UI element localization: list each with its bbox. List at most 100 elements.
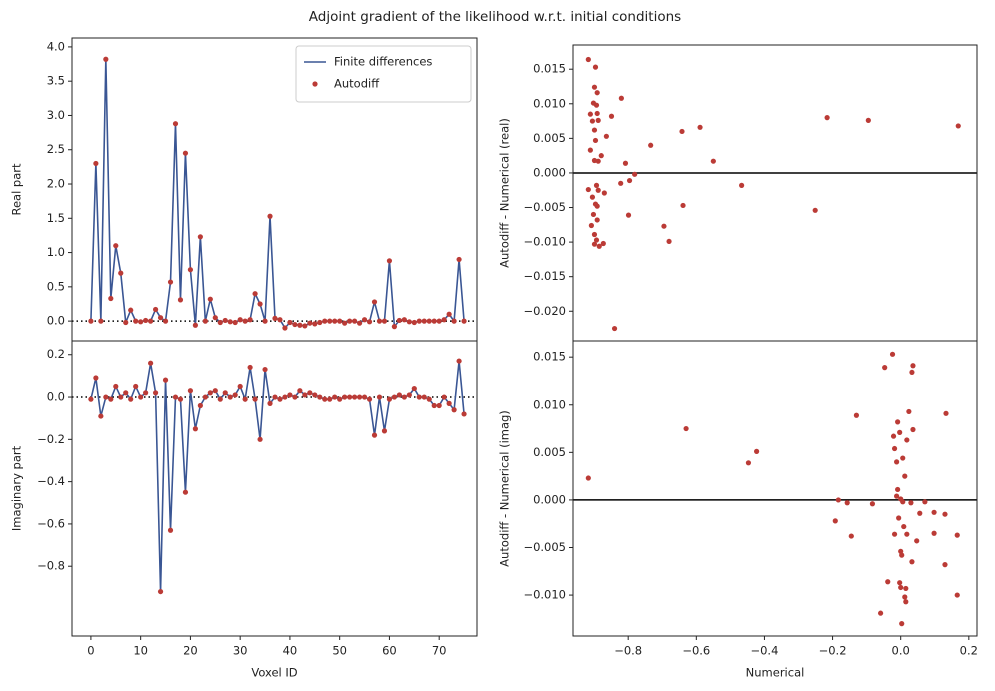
data-point (342, 320, 348, 326)
data-point (899, 621, 905, 627)
data-point (292, 394, 298, 400)
data-point (593, 102, 600, 108)
x-tick-label: −0.2 (819, 644, 847, 658)
data-point (585, 56, 591, 63)
y-tick-label: −0.8 (37, 559, 65, 573)
data-point (247, 317, 253, 323)
data-point (352, 318, 358, 324)
data-point (603, 133, 609, 139)
data-point (187, 267, 194, 273)
data-point (889, 351, 896, 357)
data-point (172, 121, 179, 127)
data-point (257, 436, 263, 442)
data-point (381, 318, 388, 324)
y-axis-label: Real part (10, 163, 24, 216)
data-point (591, 241, 598, 247)
data-point (143, 390, 149, 396)
data-point (272, 394, 278, 400)
y-tick-label: 1.5 (47, 211, 65, 225)
data-point (371, 432, 378, 438)
data-point (376, 318, 383, 324)
data-point (192, 426, 198, 432)
data-point (157, 315, 164, 321)
data-point (902, 594, 908, 600)
series-line (90, 361, 465, 592)
subplot: 0.015 0.010 0.005 0.000 −0.005 −0.010 −0.015 −0… (498, 44, 978, 342)
data-point (93, 375, 99, 381)
data-point (307, 390, 313, 396)
data-point (666, 238, 672, 245)
data-point (347, 394, 353, 400)
data-point (426, 318, 432, 324)
data-point (903, 585, 909, 592)
x-tick-label: −0.8 (614, 644, 642, 658)
data-point (337, 318, 343, 324)
data-point (594, 217, 600, 223)
data-point (904, 437, 910, 443)
data-point (844, 500, 850, 506)
data-point (824, 115, 830, 121)
data-point (910, 426, 916, 433)
data-point (648, 142, 654, 148)
plot (72, 56, 477, 331)
data-point (446, 400, 452, 406)
plot (573, 56, 977, 332)
data-point (885, 579, 891, 585)
y-tick-label: 0.5 (47, 279, 65, 293)
x-tick-label: 40 (283, 644, 298, 658)
data-point (162, 318, 169, 324)
data-point (589, 194, 596, 200)
data-point (242, 318, 248, 324)
data-point (152, 390, 159, 396)
data-point (113, 383, 119, 390)
data-point (942, 511, 948, 517)
data-point (595, 187, 601, 193)
plot (72, 358, 477, 595)
data-point (899, 552, 905, 558)
data-point (282, 325, 288, 331)
y-tick-label: 0.005 (533, 131, 566, 145)
x-tick-label: 20 (183, 644, 198, 658)
data-point (591, 127, 598, 133)
data-point (167, 527, 174, 533)
data-point (461, 318, 467, 324)
data-point (877, 610, 884, 616)
y-tick-label: 0.2 (47, 347, 65, 361)
data-point (431, 318, 437, 324)
data-point (177, 297, 184, 303)
data-point (891, 445, 898, 452)
data-point (931, 530, 937, 536)
data-point (396, 317, 402, 324)
data-point (327, 318, 333, 324)
data-point (904, 531, 910, 537)
data-point (232, 319, 238, 326)
data-point (456, 358, 462, 364)
data-point (152, 306, 159, 313)
plot-area (573, 45, 977, 341)
data-point (207, 390, 213, 396)
data-point (113, 243, 119, 249)
x-tick-label: 50 (332, 644, 347, 658)
data-point (592, 64, 599, 70)
data-point (896, 515, 902, 521)
y-tick-label: 0.005 (533, 445, 566, 459)
data-point (322, 396, 328, 402)
data-point (237, 317, 243, 323)
data-point (910, 363, 916, 369)
data-point (426, 396, 432, 402)
data-point (93, 160, 99, 167)
data-point (406, 392, 412, 398)
data-point (182, 489, 189, 495)
data-point (461, 411, 467, 417)
data-point (337, 396, 343, 402)
data-point (585, 475, 591, 481)
data-point (590, 211, 597, 218)
data-point (421, 394, 427, 400)
subplot: 0.015 0.010 0.005 0.000 −0.005 −0.010 −0.8 −0.6… (498, 340, 978, 680)
x-axis-label: Numerical (746, 666, 805, 680)
data-point (812, 207, 818, 213)
x-axis-label: Voxel ID (251, 666, 297, 680)
y-tick-label: 0.015 (533, 62, 566, 76)
data-point (277, 317, 283, 323)
